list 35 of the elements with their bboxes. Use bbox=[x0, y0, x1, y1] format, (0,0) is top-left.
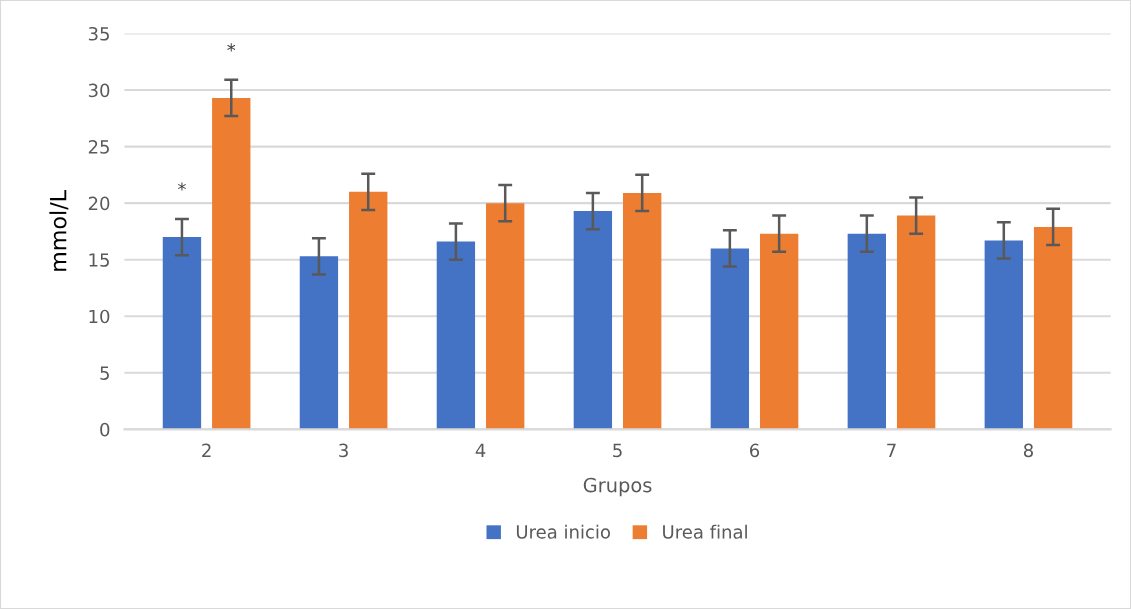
y-tick-label: 5 bbox=[100, 366, 109, 380]
y-tick-label: 25 bbox=[88, 140, 109, 154]
x-tick-label: 4 bbox=[475, 443, 486, 457]
y-axis-title: mmol/L bbox=[49, 190, 69, 271]
bar bbox=[486, 203, 525, 430]
bar bbox=[573, 211, 613, 430]
bar bbox=[349, 191, 388, 430]
x-axis-title: Grupos bbox=[583, 477, 652, 497]
y-tick-label: 30 bbox=[88, 83, 110, 98]
x-tick-label: 8 bbox=[1023, 443, 1033, 458]
y-tick-label: 15 bbox=[89, 253, 109, 267]
bar bbox=[984, 240, 1023, 430]
x-tick-label: 2 bbox=[202, 443, 211, 457]
y-tick-label: 0 bbox=[100, 422, 110, 437]
bar bbox=[212, 97, 251, 430]
bar bbox=[759, 233, 799, 430]
bar bbox=[896, 215, 936, 430]
annotation: * bbox=[227, 43, 236, 52]
x-tick-label: 5 bbox=[613, 443, 622, 458]
legend-label: Urea inicio bbox=[516, 524, 610, 539]
x-tick-label: 7 bbox=[887, 443, 896, 457]
bar bbox=[162, 237, 202, 430]
y-tick-label: 20 bbox=[88, 196, 110, 211]
bar bbox=[623, 192, 662, 430]
bar bbox=[436, 241, 476, 430]
annotation: * bbox=[177, 182, 186, 191]
y-tick-label: 10 bbox=[89, 309, 110, 324]
x-tick-label: 6 bbox=[750, 443, 760, 458]
bar bbox=[299, 256, 339, 430]
bar bbox=[710, 248, 750, 430]
legend-label: Urea final bbox=[663, 524, 747, 539]
bar bbox=[847, 233, 886, 430]
y-tick-label: 35 bbox=[88, 26, 109, 41]
x-tick-label: 3 bbox=[339, 443, 348, 458]
bar bbox=[1033, 226, 1073, 430]
